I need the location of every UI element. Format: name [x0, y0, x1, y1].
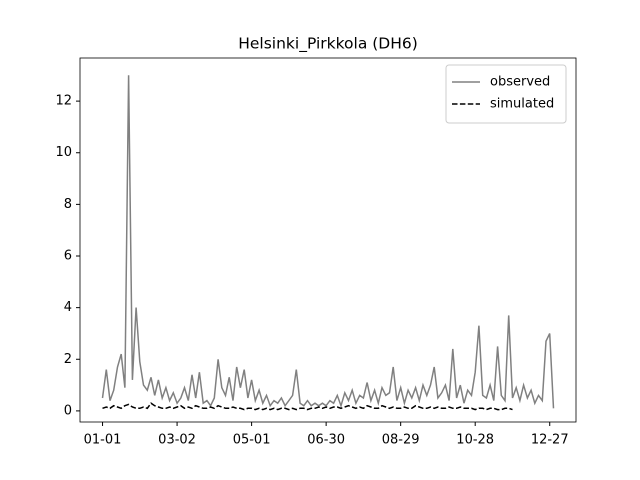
- y-tick-label: 2: [64, 352, 72, 367]
- x-tick-label: 06-30: [307, 433, 345, 448]
- legend: observed simulated: [445, 64, 567, 124]
- data-line: [102, 402, 513, 411]
- x-tick-label: 03-02: [158, 433, 196, 448]
- x-tick-label: 01-01: [84, 433, 122, 448]
- y-tick-label: 8: [64, 197, 72, 212]
- legend-label: simulated: [490, 97, 554, 112]
- legend-label: observed: [490, 75, 550, 90]
- y-tick-label: 6: [64, 249, 72, 264]
- chart-title: Helsinki_Pirkkola (DH6): [238, 35, 418, 54]
- x-tick-label: 05-01: [233, 433, 271, 448]
- plot-frame: [79, 57, 577, 423]
- y-tick-label: 10: [55, 145, 72, 160]
- data-line: [101, 75, 555, 409]
- x-tick-label: 10-28: [456, 433, 494, 448]
- y-tick-label: 0: [64, 403, 72, 418]
- legend-box: [445, 64, 567, 124]
- x-tick-label: 08-29: [382, 433, 420, 448]
- x-tick-label: 12-27: [531, 433, 569, 448]
- y-tick-label: 4: [64, 300, 72, 315]
- y-tick-label: 12: [55, 94, 72, 109]
